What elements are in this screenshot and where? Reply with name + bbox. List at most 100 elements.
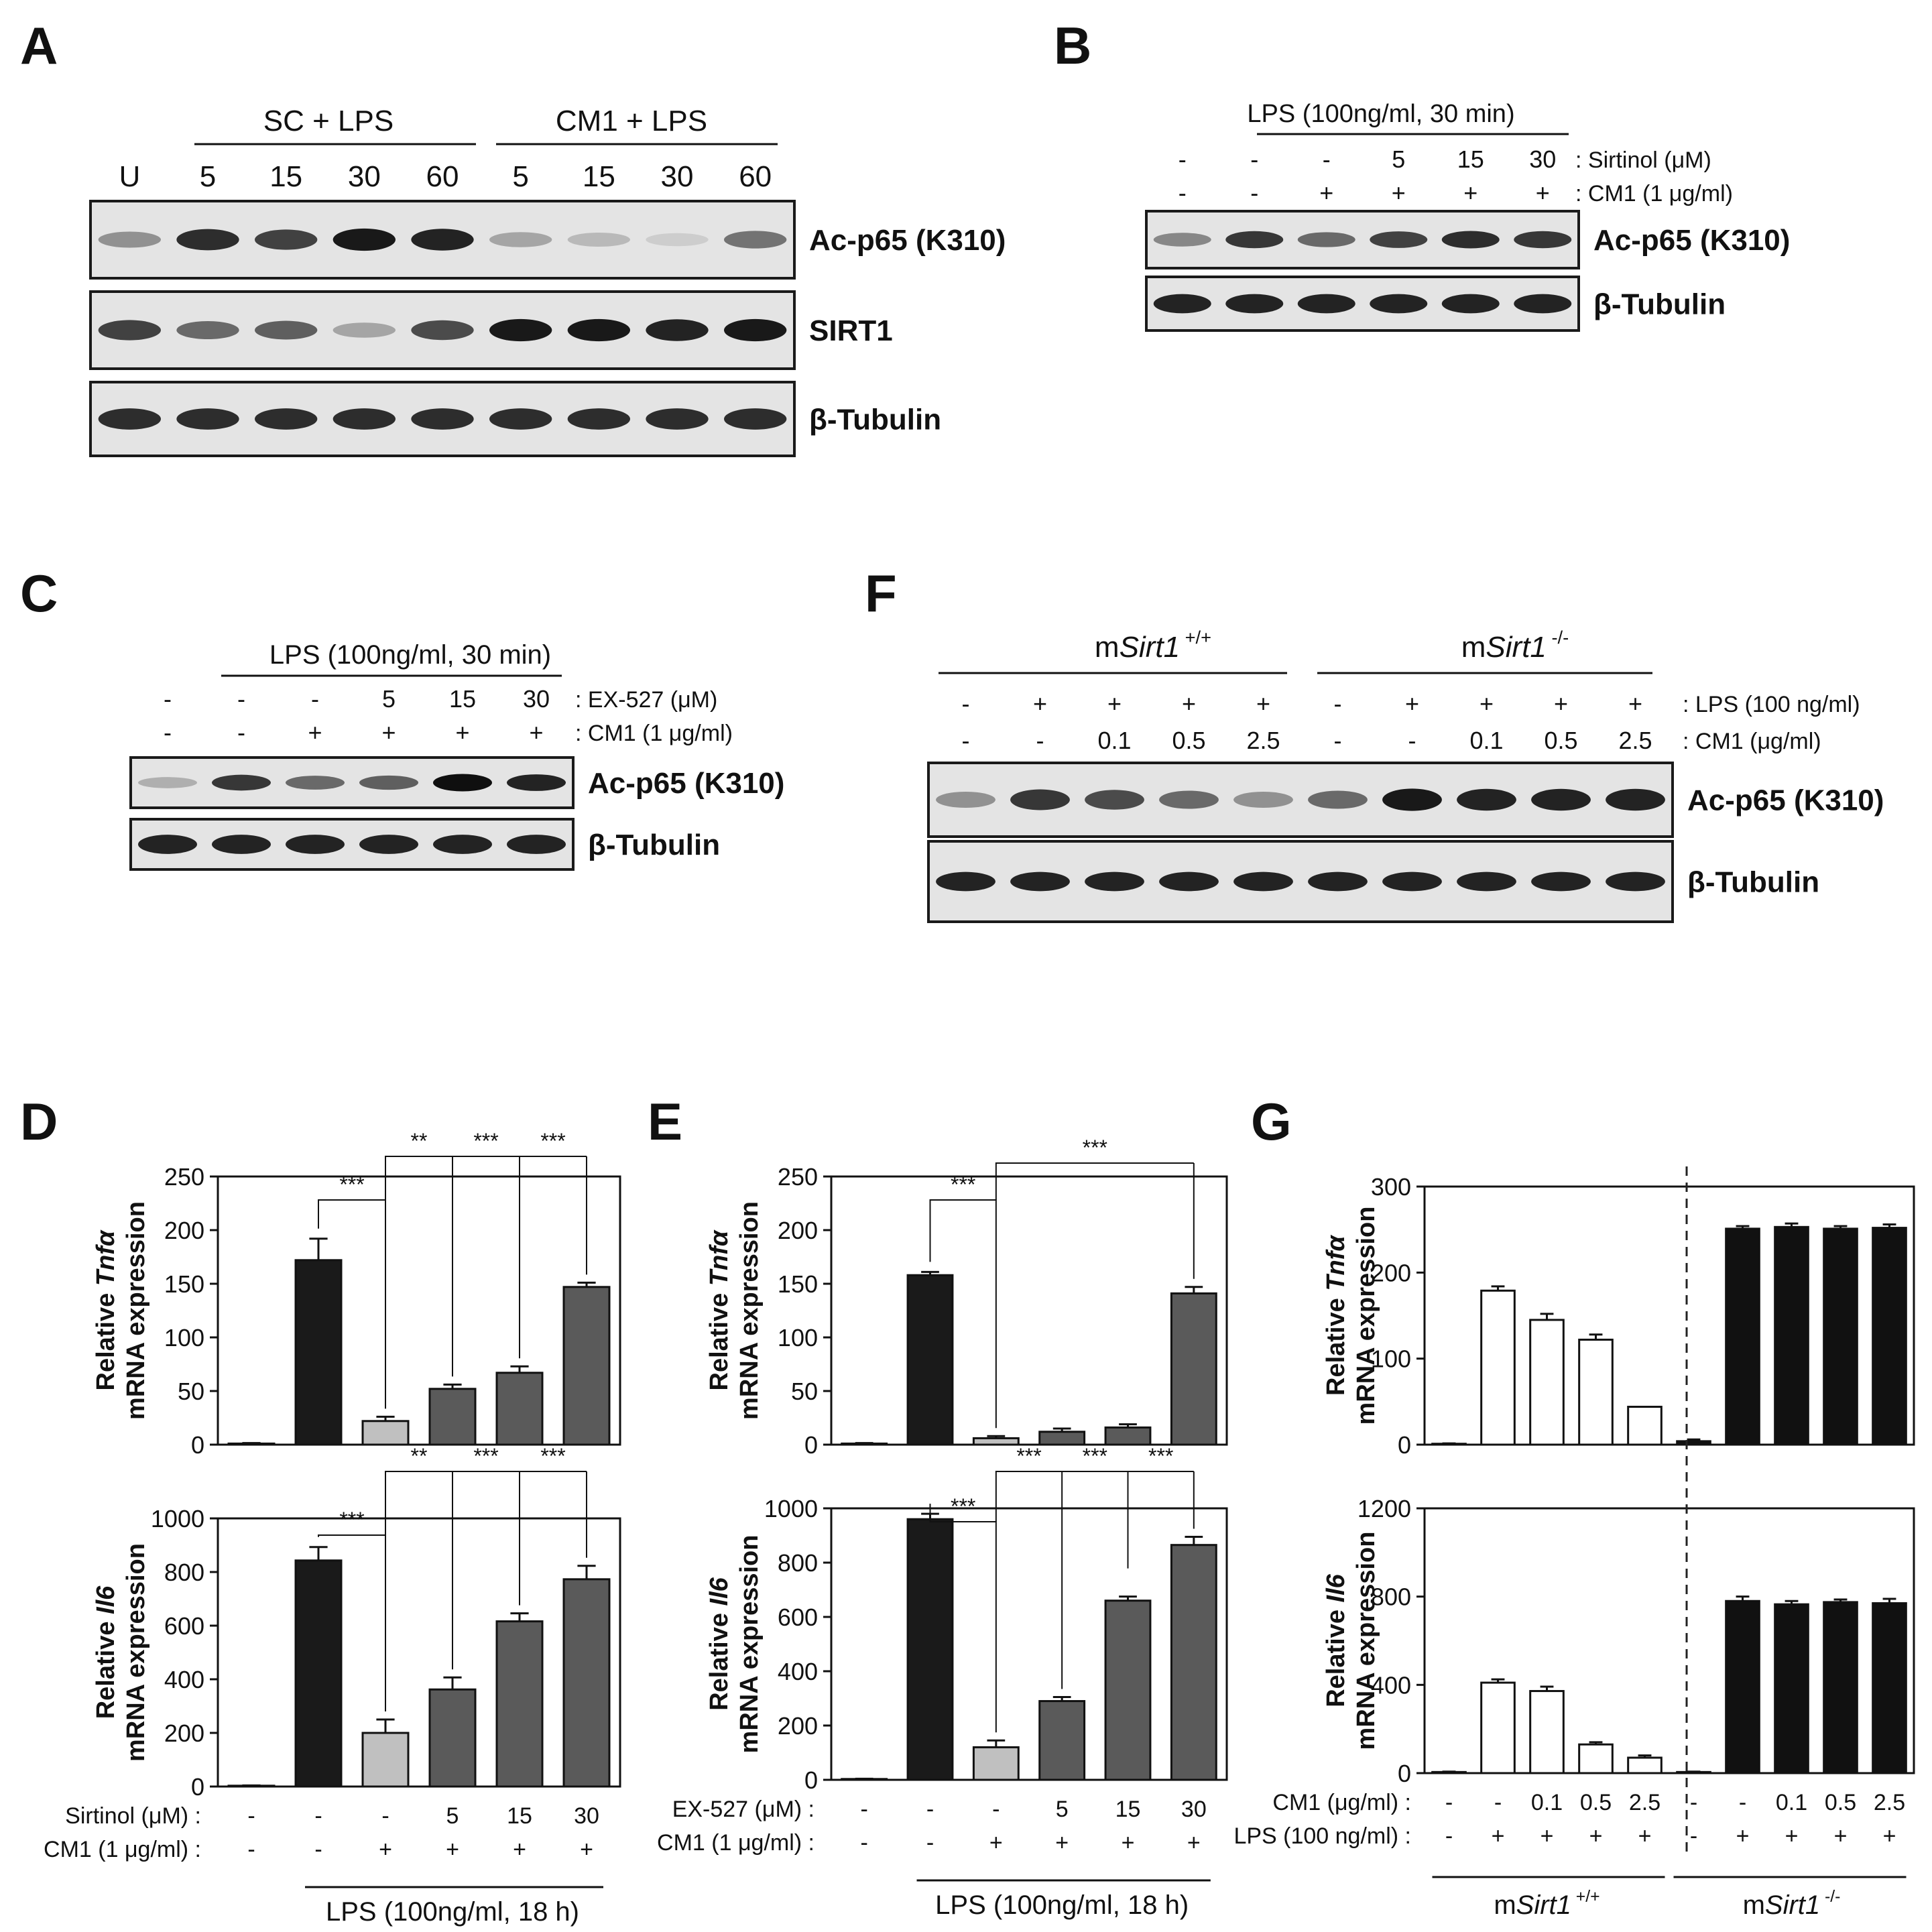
panel-f-blot-band <box>1233 871 1293 892</box>
x-treatment-label: CM1 (1 μg/ml) : <box>657 1830 814 1856</box>
panel-b-treatment-value: + <box>1319 179 1333 206</box>
x-treatment-value: - <box>926 1797 934 1822</box>
x-treatment-value: 2.5 <box>1629 1790 1661 1815</box>
panel-e-il6-chart: 0 200 400 600 800 1000 Relative Il6 mRNA expres… <box>657 1444 1228 1920</box>
significance-label: *** <box>951 1172 975 1197</box>
panel-a-blot-band <box>646 408 709 430</box>
y-tick-label: 400 <box>1371 1671 1411 1699</box>
panel-b-blot-label: Ac-p65 (K310) <box>1593 224 1790 257</box>
y-axis-label: mRNA expression <box>122 1201 150 1420</box>
bar <box>1578 1743 1614 1774</box>
panel-f-blot-label: Ac-p65 (K310) <box>1687 784 1884 817</box>
panel-letter-g: G <box>1251 1092 1292 1151</box>
x-treatment-value: - <box>314 1803 322 1829</box>
panel-c-blot-label: Ac-p65 (K310) <box>588 767 784 800</box>
panel-e-tnfa-chart: 0 50 100 150 200 250 Relative Tnfα mRNA express… <box>705 1136 1228 1459</box>
panel-f-genotype-label: mSirt1 +/+ <box>1095 627 1211 664</box>
bar <box>1774 1225 1809 1446</box>
panel-b-blot-band <box>1297 294 1355 314</box>
panel-b-blot-frame <box>1145 276 1580 332</box>
y-tick-label: 0 <box>804 1766 818 1794</box>
panel-f-blot-band <box>1159 871 1219 892</box>
x-footer-label: LPS (100ng/ml, 18 h) <box>935 1890 1189 1920</box>
panel-a-blot-band <box>255 408 318 430</box>
bar <box>1038 1700 1086 1781</box>
bar <box>972 1746 1020 1781</box>
panel-f-blot-band <box>1085 871 1144 892</box>
plot-frame <box>830 1175 1228 1446</box>
y-axis-label: mRNA expression <box>122 1543 150 1762</box>
panel-a-blot-band <box>489 232 552 247</box>
y-tick-label: 600 <box>164 1612 204 1640</box>
panel-f-blot-band <box>1159 790 1219 809</box>
panel-c-blot-band <box>212 774 271 791</box>
y-tick-label: 50 <box>791 1378 818 1405</box>
panel-f-blot-band <box>936 791 995 808</box>
panel-b-blot-band <box>1441 294 1500 314</box>
x-treatment-value: 0.5 <box>1580 1790 1612 1815</box>
significance-label: *** <box>951 1494 975 1518</box>
x-treatment-value: + <box>379 1837 392 1862</box>
panel-a-blot-band <box>411 408 474 430</box>
x-treatment-value: + <box>1638 1823 1652 1849</box>
panel-a-blot-band <box>724 408 787 430</box>
panel-b-treatment-value: - <box>1179 179 1187 206</box>
panel-f-blot-band <box>1085 790 1144 810</box>
panel-f-blot-band <box>1233 791 1293 808</box>
panel-f-treatment-value: - <box>962 690 970 717</box>
panel-letter-c: C <box>20 564 58 623</box>
panel-a-lane-label: 5 <box>200 160 216 193</box>
panel-a-blot-band <box>255 229 318 250</box>
y-axis-label: mRNA expression <box>735 1201 764 1420</box>
panel-c-blot-band <box>359 835 418 854</box>
x-treatment-value: + <box>989 1830 1003 1856</box>
panel-f-blot-band <box>1457 871 1516 892</box>
panel-a-lane-label: 15 <box>583 160 615 193</box>
panel-b-header: LPS (100ng/ml, 30 min) <box>1247 100 1514 128</box>
panel-d-il6-chart: 0 200 400 600 800 1000 Relative Il6 mRNA expres… <box>44 1444 621 1927</box>
y-axis-label: mRNA expression <box>735 1535 764 1754</box>
panel-b-treatment-value: 5 <box>1392 145 1405 173</box>
significance-label: *** <box>1148 1444 1173 1468</box>
bar <box>906 1274 954 1446</box>
significance-label: *** <box>473 1444 498 1468</box>
y-axis-label: Relative Il6 <box>705 1577 733 1710</box>
panel-a-blot-band <box>255 320 318 340</box>
y-tick-label: 0 <box>1398 1760 1411 1787</box>
panel-b-blot-band <box>1514 294 1572 314</box>
panel-c-blot-label: β-Tubulin <box>588 829 720 861</box>
panel-c-blot-frame <box>129 756 575 809</box>
x-treatment-value: + <box>1785 1823 1799 1849</box>
panel-f-blot-band <box>1606 871 1665 892</box>
y-tick-label: 0 <box>191 1431 204 1459</box>
panel-a-blot-band <box>724 318 787 342</box>
panel-b-blot-band <box>1370 231 1428 248</box>
panel-c-treatment-value: - <box>164 719 172 746</box>
panel-a-lane-label: 15 <box>269 160 302 193</box>
x-treatment-value: - <box>247 1803 255 1829</box>
significance-label: *** <box>540 1444 565 1468</box>
y-tick-label: 100 <box>1371 1345 1411 1373</box>
significance-label: ** <box>411 1129 428 1153</box>
panel-c-treatment-value: - <box>164 685 172 713</box>
panel-c-blot-frame <box>129 818 575 871</box>
panel-b-blot-band <box>1225 231 1284 249</box>
panel-a-blot-band <box>98 231 161 248</box>
panel-f-treatment-value: - <box>1334 690 1342 717</box>
panel-f-blot-band <box>936 871 995 892</box>
panel-a-blot-label: Ac-p65 (K310) <box>809 224 1006 257</box>
y-tick-label: 200 <box>164 1217 204 1244</box>
panel-c-treatment-value: - <box>237 719 245 746</box>
y-axis-label: mRNA expression <box>1352 1207 1380 1425</box>
panel-c-treatment-value: + <box>529 719 543 746</box>
y-tick-label: 1200 <box>1357 1495 1411 1522</box>
bar <box>1823 1601 1858 1774</box>
bar <box>1774 1603 1809 1774</box>
significance-label: *** <box>473 1129 498 1153</box>
plot-frame <box>217 1517 621 1788</box>
panel-c-treatment-value: - <box>311 685 319 713</box>
panel-b-treatment-value: + <box>1536 179 1550 206</box>
panel-c-blot-band <box>286 835 345 854</box>
panel-f-treatment-value: - <box>962 727 970 754</box>
